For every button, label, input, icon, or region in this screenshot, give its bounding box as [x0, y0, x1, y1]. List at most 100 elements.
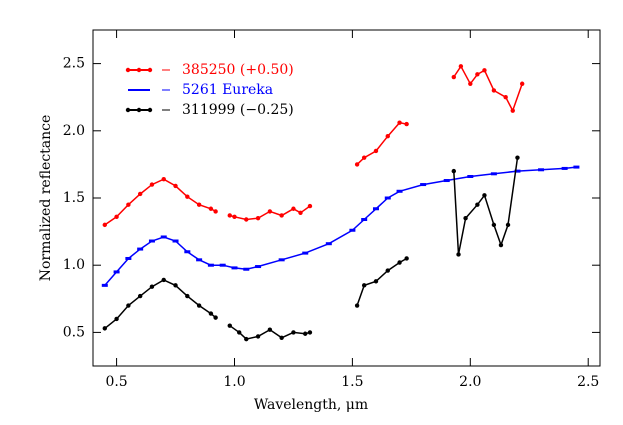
x-tick-label: 2.5	[577, 374, 599, 390]
data-point	[161, 277, 166, 283]
legend-marker	[125, 67, 131, 73]
legend-marker	[147, 67, 153, 73]
data-point	[185, 293, 190, 299]
data-point	[149, 182, 155, 187]
data-point	[161, 176, 166, 182]
data-point	[185, 194, 190, 199]
data-point	[208, 206, 214, 211]
data-point	[102, 222, 107, 228]
data-point	[538, 168, 545, 172]
data-point	[149, 284, 155, 289]
data-point	[385, 268, 390, 273]
y-tick-label: 1.5	[63, 190, 85, 206]
data-point	[213, 315, 218, 320]
data-point	[208, 311, 214, 316]
data-point	[468, 81, 473, 86]
data-point	[207, 263, 214, 267]
data-point	[385, 133, 390, 139]
data-point	[307, 330, 313, 335]
legend-label: 385250 (+0.50)	[182, 62, 294, 78]
data-point	[298, 210, 303, 215]
data-point	[231, 266, 238, 270]
data-point	[148, 239, 155, 243]
data-point	[514, 169, 521, 173]
data-point	[573, 165, 580, 169]
data-point	[456, 252, 461, 257]
data-point	[173, 183, 178, 189]
data-point	[114, 214, 119, 220]
data-point	[160, 235, 167, 239]
data-point	[397, 120, 402, 125]
data-point	[420, 183, 427, 187]
data-point	[125, 256, 132, 260]
data-point	[267, 327, 273, 332]
data-point	[561, 166, 568, 170]
data-point	[172, 239, 179, 243]
data-point	[404, 121, 409, 127]
data-point	[515, 155, 520, 160]
data-point	[267, 209, 273, 214]
data-point	[101, 283, 108, 287]
data-point	[458, 64, 464, 69]
data-point	[302, 251, 309, 255]
data-point	[510, 108, 515, 113]
data-point	[114, 316, 119, 322]
legend-marker	[147, 107, 153, 113]
y-tick-label: 1.0	[63, 257, 85, 273]
data-point	[126, 202, 131, 207]
data-point	[349, 228, 356, 232]
data-point	[354, 162, 360, 167]
data-point	[227, 323, 232, 328]
data-point	[373, 279, 379, 284]
x-tick-label: 1.0	[223, 374, 245, 390]
data-point	[113, 270, 120, 274]
data-point	[291, 330, 296, 335]
data-point	[361, 155, 367, 160]
data-point	[397, 260, 402, 265]
data-point	[396, 189, 403, 193]
data-point	[137, 293, 143, 299]
data-point	[482, 193, 487, 198]
data-point	[278, 258, 285, 262]
data-point	[291, 206, 296, 211]
data-point	[505, 222, 511, 228]
data-point	[519, 81, 525, 86]
data-point	[491, 88, 497, 93]
data-point	[503, 95, 508, 100]
data-point	[126, 303, 131, 308]
series-line	[104, 157, 519, 340]
legend-marker	[125, 107, 131, 113]
data-point	[244, 217, 249, 222]
x-axis-label: Wavelength, μm	[254, 397, 368, 413]
data-point	[279, 335, 284, 340]
data-point	[237, 330, 242, 335]
data-point	[219, 263, 226, 267]
plot-frame	[92, 29, 601, 367]
data-point	[255, 265, 262, 269]
data-point	[475, 202, 480, 207]
data-point	[467, 174, 474, 178]
data-point	[490, 172, 497, 176]
data-point	[173, 283, 178, 288]
data-point	[137, 247, 144, 251]
data-point	[354, 303, 360, 308]
x-tick-label: 2.0	[459, 374, 481, 390]
x-tick-label: 1.5	[341, 374, 363, 390]
data-point	[255, 215, 261, 221]
data-point	[227, 213, 232, 218]
data-point	[325, 242, 332, 246]
data-point	[491, 222, 497, 228]
data-point	[463, 215, 468, 221]
data-point	[196, 202, 202, 207]
data-point	[279, 213, 284, 218]
data-point	[373, 148, 379, 154]
data-point	[498, 242, 504, 248]
data-point	[372, 207, 379, 211]
data-point	[196, 258, 203, 262]
data-point	[137, 191, 143, 197]
x-tick-label: 0.5	[105, 374, 127, 390]
legend-marker	[136, 107, 142, 113]
data-point	[307, 203, 313, 209]
data-point	[404, 256, 409, 261]
